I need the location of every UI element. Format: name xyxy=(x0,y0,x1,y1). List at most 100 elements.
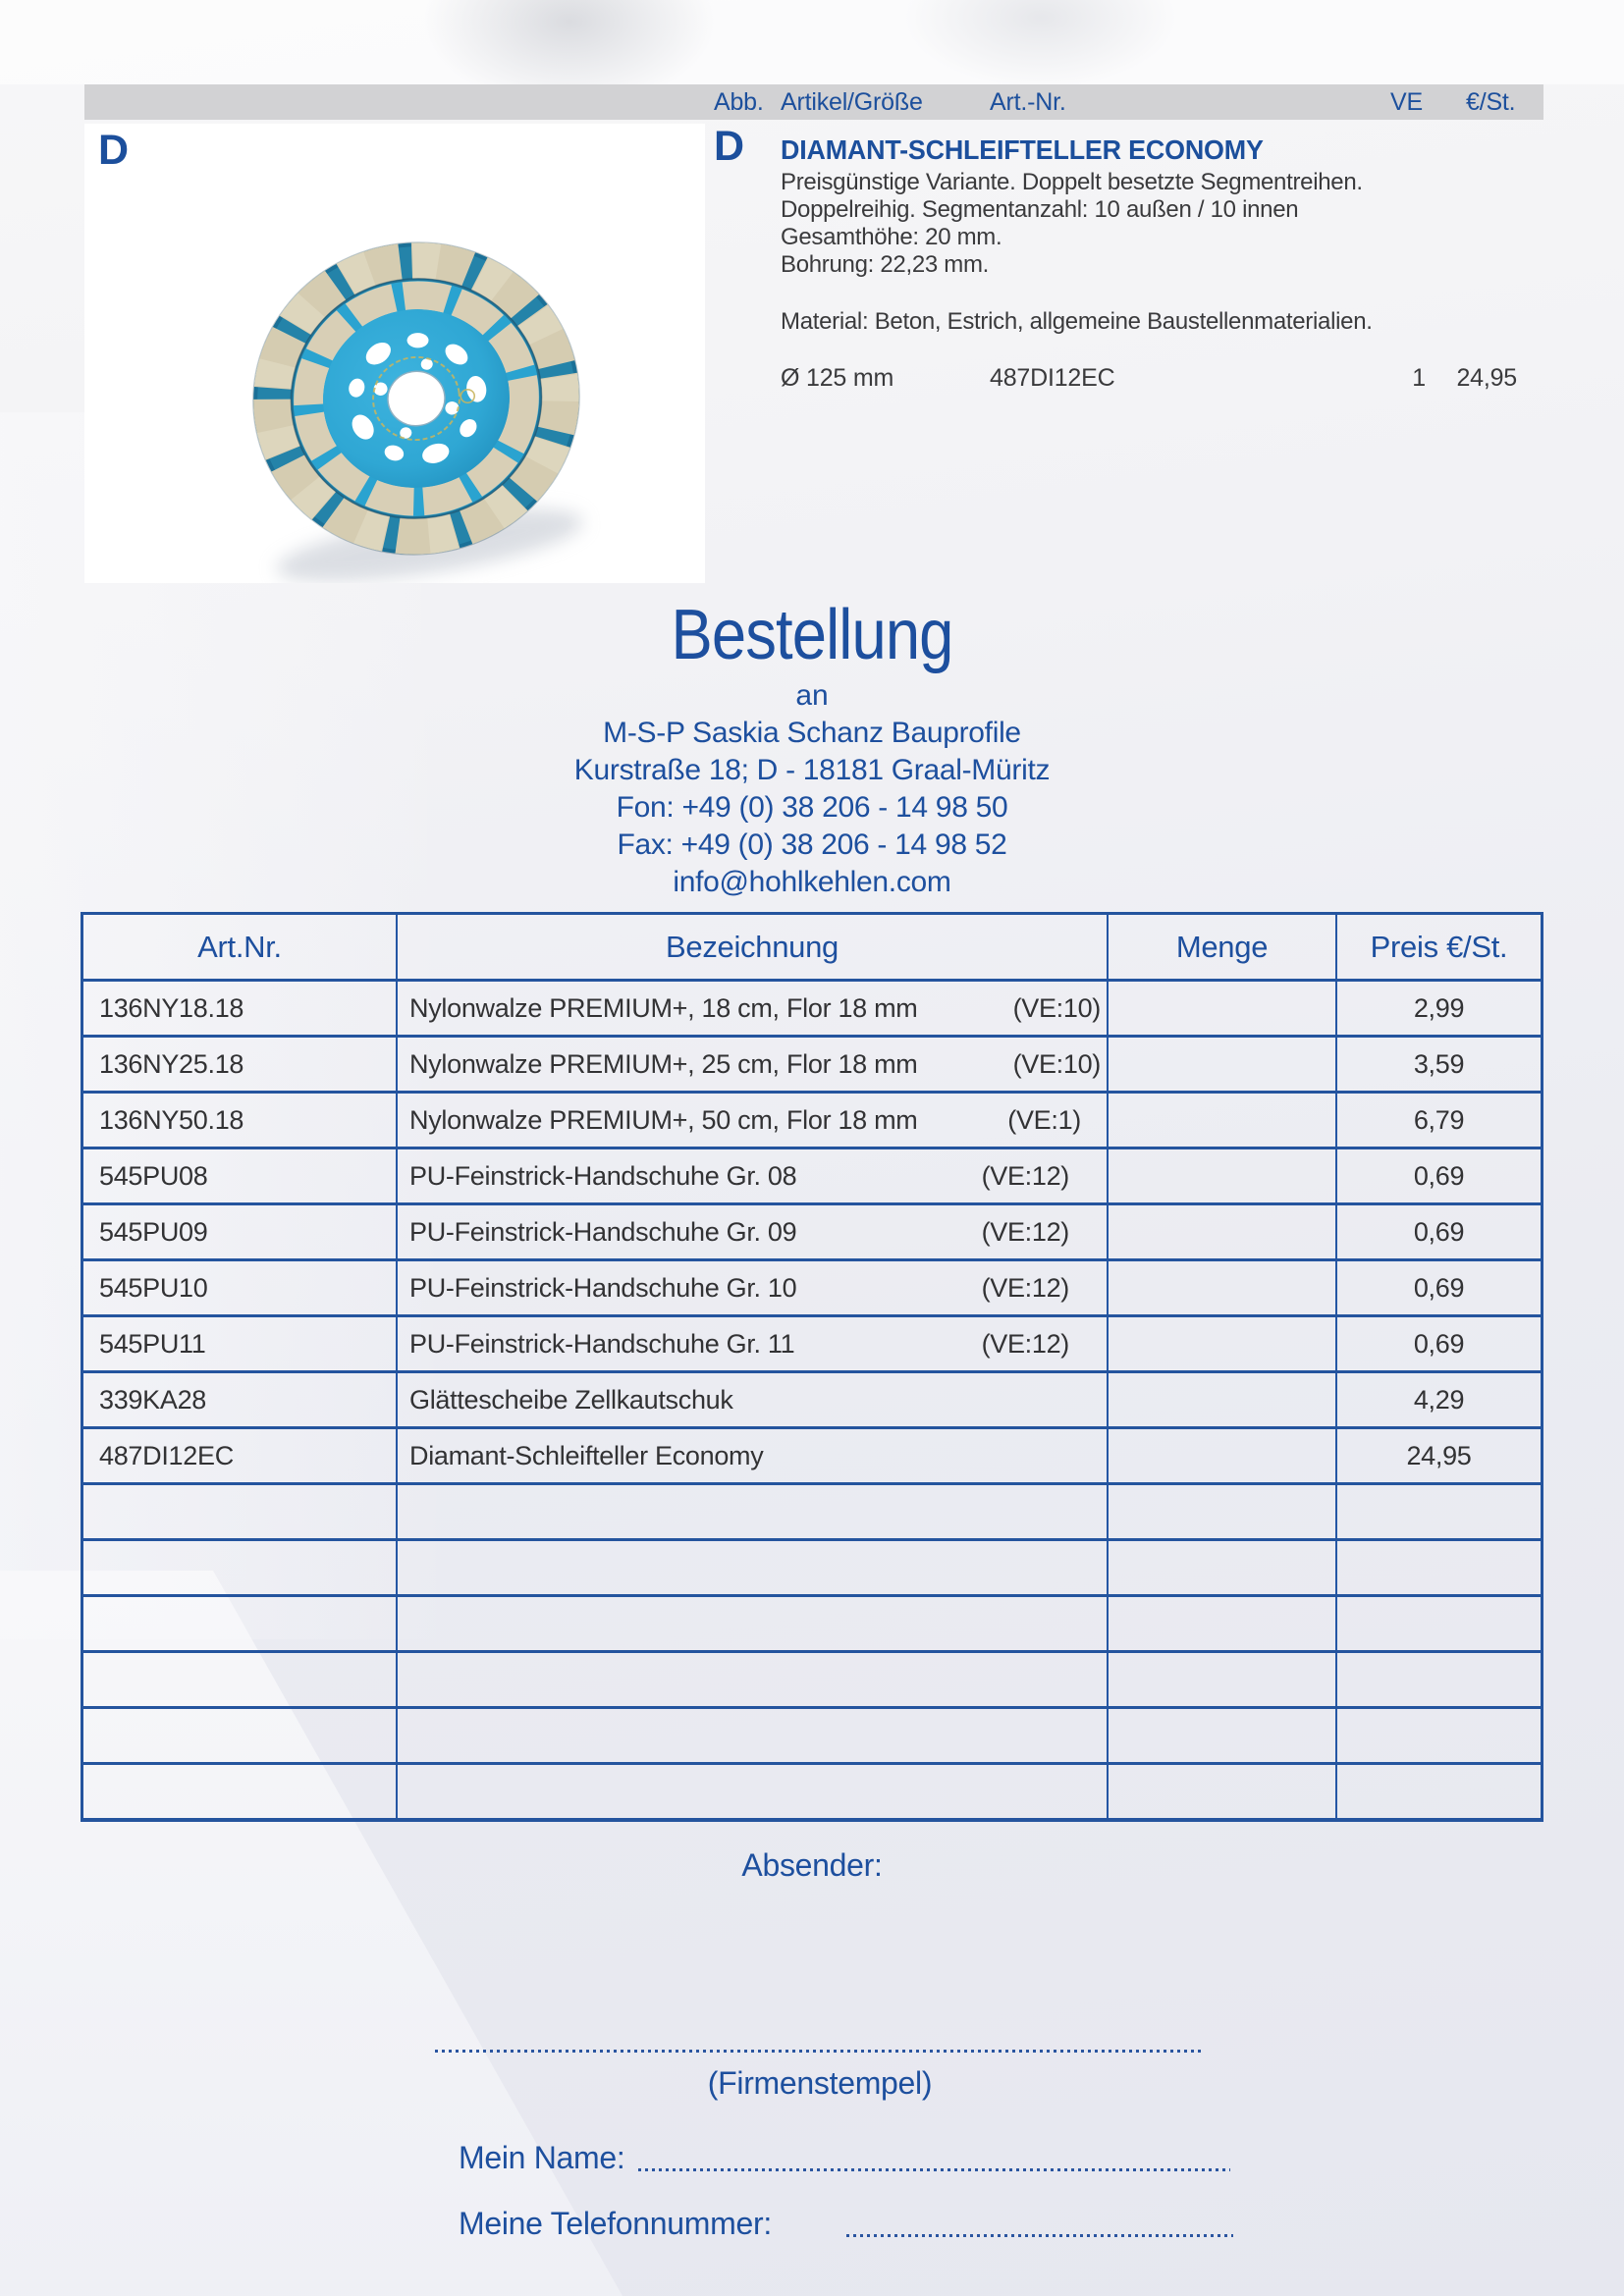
cell-menge-fill-in[interactable] xyxy=(1107,1653,1335,1706)
cell-menge-fill-in[interactable] xyxy=(1107,1261,1335,1314)
cell-menge-fill-in[interactable] xyxy=(1107,1541,1335,1594)
cell-name-text: PU-Feinstrick-Handschuhe Gr. 08 xyxy=(409,1160,797,1191)
table-row: 136NY18.18 Nylonwalze PREMIUM+, 18 cm, F… xyxy=(83,982,1541,1038)
cell-bezeichnung xyxy=(396,1709,1107,1762)
table-row xyxy=(83,1485,1541,1541)
order-address-block: M-S-P Saskia Schanz Bauprofile Kurstraße… xyxy=(0,715,1624,901)
cell-price: 0,69 xyxy=(1335,1261,1541,1314)
table-row: 136NY25.18 Nylonwalze PREMIUM+, 25 cm, F… xyxy=(83,1038,1541,1094)
phone-fill-in-line[interactable] xyxy=(846,2234,1233,2237)
cell-price xyxy=(1335,1709,1541,1762)
catalog-column-header-bar: Abb. Artikel/Größe Art.-Nr. VE €/St. xyxy=(84,84,1543,120)
background-streak xyxy=(903,0,1178,88)
cell-artnr: 136NY18.18 xyxy=(99,992,244,1023)
table-row xyxy=(83,1765,1541,1818)
order-an: an xyxy=(795,679,829,712)
cell-price xyxy=(1335,1653,1541,1706)
cell-artnr: 339KA28 xyxy=(99,1384,206,1415)
phone-label: Meine Telefonnummer: xyxy=(459,2206,772,2241)
cell-bezeichnung xyxy=(396,1765,1107,1818)
cell-name-text: PU-Feinstrick-Handschuhe Gr. 11 xyxy=(409,1328,795,1359)
cell-menge-fill-in[interactable] xyxy=(1107,1317,1335,1370)
cell-menge-fill-in[interactable] xyxy=(1107,1373,1335,1426)
column-label-price: €/St. xyxy=(1466,88,1516,116)
order-street: Kurstraße 18; D - 18181 Graal-Müritz xyxy=(573,754,1051,786)
cell-ve-text: (VE:1) xyxy=(1007,1104,1081,1135)
cell-ve-text: (VE:12) xyxy=(981,1272,1070,1303)
cell-bezeichnung: Nylonwalze PREMIUM+, 18 cm, Flor 18 mm (V… xyxy=(396,982,1107,1035)
product-description-line: Bohrung: 22,23 mm. xyxy=(781,251,990,278)
cell-bezeichnung: Nylonwalze PREMIUM+, 50 cm, Flor 18 mm (V… xyxy=(396,1094,1107,1147)
cell-price: 0,69 xyxy=(1335,1205,1541,1258)
cell-price xyxy=(1335,1597,1541,1650)
cell-menge-fill-in[interactable] xyxy=(1107,1429,1335,1482)
cell-bezeichnung xyxy=(396,1541,1107,1594)
cell-name-text: Nylonwalze PREMIUM+, 25 cm, Flor 18 mm xyxy=(409,1048,918,1079)
cell-menge-fill-in[interactable] xyxy=(1107,982,1335,1035)
cell-artnr: 487DI12EC xyxy=(99,1440,234,1470)
company-stamp-fill-in-line[interactable] xyxy=(435,2050,1203,2053)
product-price: 24,95 xyxy=(1456,364,1517,392)
cell-price xyxy=(1335,1485,1541,1538)
cell-price: 24,95 xyxy=(1335,1429,1541,1482)
product-ve: 1 xyxy=(1412,364,1426,392)
cell-price: 3,59 xyxy=(1335,1038,1541,1091)
order-fon: Fon: +49 (0) 38 206 - 14 98 50 xyxy=(616,791,1008,824)
cell-artnr xyxy=(83,1597,396,1650)
cell-bezeichnung: PU-Feinstrick-Handschuhe Gr. 10 (VE:12) xyxy=(396,1261,1107,1314)
order-recipient: M-S-P Saskia Schanz Bauprofile xyxy=(603,717,1021,749)
cell-menge-fill-in[interactable] xyxy=(1107,1205,1335,1258)
cell-artnr: 545PU10 xyxy=(99,1272,208,1303)
cell-menge-fill-in[interactable] xyxy=(1107,1485,1335,1538)
table-row xyxy=(83,1709,1541,1765)
product-diameter: Ø 125 mm xyxy=(781,364,894,392)
name-fill-in-line[interactable] xyxy=(638,2168,1230,2171)
cell-bezeichnung: Nylonwalze PREMIUM+, 25 cm, Flor 18 mm (V… xyxy=(396,1038,1107,1091)
product-material-line: Material: Beton, Estrich, allgemeine Bau… xyxy=(781,308,1373,335)
cell-menge-fill-in[interactable] xyxy=(1107,1094,1335,1147)
cell-name-text: PU-Feinstrick-Handschuhe Gr. 10 xyxy=(409,1272,797,1303)
background-top-strip xyxy=(0,0,1624,84)
cell-artnr: 136NY25.18 xyxy=(99,1048,244,1079)
cell-price xyxy=(1335,1541,1541,1594)
cell-price: 0,69 xyxy=(1335,1317,1541,1370)
column-label-artnr: Art.-Nr. xyxy=(990,88,1066,116)
cell-price: 0,69 xyxy=(1335,1149,1541,1202)
table-row: 487DI12EC Diamant-Schleifteller Economy … xyxy=(83,1429,1541,1485)
column-label-ve: VE xyxy=(1390,88,1423,116)
section-letter: D xyxy=(98,127,130,174)
cell-menge-fill-in[interactable] xyxy=(1107,1597,1335,1650)
cell-ve-text: (VE:12) xyxy=(981,1328,1070,1359)
cell-ve-text: (VE:12) xyxy=(981,1216,1070,1247)
cell-bezeichnung xyxy=(396,1597,1107,1650)
cell-artnr xyxy=(83,1709,396,1762)
order-email: info@hohlkehlen.com xyxy=(673,866,951,898)
cell-price: 4,29 xyxy=(1335,1373,1541,1426)
cell-price xyxy=(1335,1765,1541,1818)
cell-menge-fill-in[interactable] xyxy=(1107,1765,1335,1818)
product-description-line: Doppelreihig. Segmentanzahl: 10 außen / … xyxy=(781,196,1299,223)
cell-artnr: 136NY50.18 xyxy=(99,1104,244,1135)
cell-menge-fill-in[interactable] xyxy=(1107,1149,1335,1202)
name-label: Mein Name: xyxy=(459,2140,625,2175)
order-table-header: Art.Nr. Bezeichnung Menge Preis €/St. xyxy=(83,915,1541,982)
cell-menge-fill-in[interactable] xyxy=(1107,1038,1335,1091)
table-row: 339KA28 Glättescheibe Zellkautschuk 4,29 xyxy=(83,1373,1541,1429)
cell-name-text: Glättescheibe Zellkautschuk xyxy=(409,1384,733,1415)
cell-price: 2,99 xyxy=(1335,982,1541,1035)
table-row xyxy=(83,1597,1541,1653)
header-bezeichnung: Bezeichnung xyxy=(396,915,1107,979)
firmenstempel-label: (Firmenstempel) xyxy=(707,2065,933,2101)
cell-name-text: PU-Feinstrick-Handschuhe Gr. 09 xyxy=(409,1216,797,1247)
table-row: 545PU08 PU-Feinstrick-Handschuhe Gr. 08 (… xyxy=(83,1149,1541,1205)
cell-bezeichnung: PU-Feinstrick-Handschuhe Gr. 09 (VE:12) xyxy=(396,1205,1107,1258)
cell-menge-fill-in[interactable] xyxy=(1107,1709,1335,1762)
table-row: 545PU11 PU-Feinstrick-Handschuhe Gr. 11 (… xyxy=(83,1317,1541,1373)
order-table-body: 136NY18.18 Nylonwalze PREMIUM+, 18 cm, F… xyxy=(83,982,1541,1818)
product-description-line: Gesamthöhe: 20 mm. xyxy=(781,224,1002,250)
product-size-row: Ø 125 mm 487DI12EC 1 24,95 xyxy=(781,363,1543,393)
product-description-line: Preisgünstige Variante. Doppelt besetzte… xyxy=(781,169,1363,195)
header-menge: Menge xyxy=(1107,915,1335,979)
header-artnr: Art.Nr. xyxy=(197,929,282,964)
